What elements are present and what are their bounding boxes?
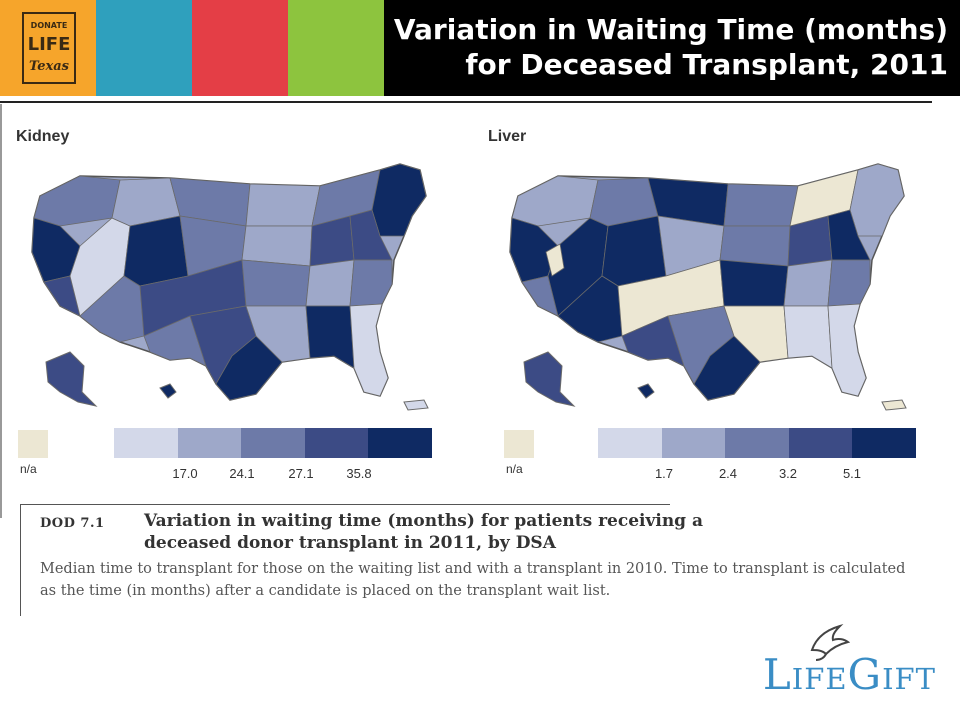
kidney-legend-tick: 17.0 xyxy=(172,466,198,481)
header-black-block xyxy=(384,0,960,96)
liver-hawaii-region xyxy=(637,383,655,399)
figure-left-border xyxy=(0,104,2,518)
liver-legend-tick: 1.7 xyxy=(654,466,674,481)
legend-swatch xyxy=(177,428,242,458)
legend-swatch xyxy=(788,428,853,458)
legend-swatch xyxy=(852,428,916,458)
caption-top-rule xyxy=(20,504,670,505)
legend-swatch xyxy=(725,428,789,458)
header-teal-block xyxy=(96,0,192,96)
kidney-dsa-region xyxy=(245,305,311,363)
liver-dsa-region xyxy=(849,163,905,237)
liver-legend-na-swatch xyxy=(504,430,534,458)
liver-dsa-region xyxy=(719,259,789,307)
legend-swatch xyxy=(661,428,726,458)
kidney-hawaii-region xyxy=(159,383,177,399)
liver-dsa-region xyxy=(827,209,871,261)
kidney-legend-tick: 24.1 xyxy=(229,466,255,481)
slide-title-line1: Variation in Waiting Time (months) xyxy=(393,13,948,46)
kidney-dsa-region xyxy=(305,305,355,369)
liver-legend-bar xyxy=(598,428,916,458)
kidney-dsa-region xyxy=(241,225,313,267)
kidney-legend-tick: 27.1 xyxy=(288,466,314,481)
svg-text:LIFE: LIFE xyxy=(28,34,71,55)
liver-legend-tick: 3.2 xyxy=(778,466,798,481)
kidney-puerto-rico-region xyxy=(403,399,429,411)
liver-choropleth-map xyxy=(509,163,907,411)
kidney-dsa-region xyxy=(33,175,121,227)
donate-life-logo-badge: DONATE LIFE Texas xyxy=(22,12,76,84)
kidney-dsa-region xyxy=(123,215,189,287)
liver-dsa-region xyxy=(783,305,833,369)
kidney-dsa-region xyxy=(241,259,311,307)
legend-swatch xyxy=(241,428,305,458)
kidney-legend-na-swatch xyxy=(18,430,48,458)
caption-body: Median time to transplant for those on t… xyxy=(40,561,906,599)
kidney-legend-tick: 35.8 xyxy=(346,466,372,481)
kidney-dsa-region xyxy=(349,209,393,261)
liver-legend-tick: 2.4 xyxy=(718,466,738,481)
slide-title: Variation in Waiting Time (months) for D… xyxy=(308,12,948,82)
liver-legend-tick: 5.1 xyxy=(842,466,862,481)
liver-dsa-region xyxy=(723,305,789,363)
legend-swatch xyxy=(368,428,432,458)
liver-legend-na-label: n/a xyxy=(506,462,523,476)
kidney-dsa-region xyxy=(349,303,389,397)
kidney-legend-bar xyxy=(114,428,432,458)
donate-life-texas-logo: DONATE LIFE Texas xyxy=(22,12,76,84)
liver-map-label: Liver xyxy=(488,128,527,145)
kidney-legend-na-label: n/a xyxy=(20,462,37,476)
caption-figure-id: DOD 7.1 xyxy=(40,516,105,531)
liver-dsa-region xyxy=(783,259,833,307)
liver-alaska-region xyxy=(523,351,576,407)
kidney-choropleth-map xyxy=(31,163,429,411)
caption-left-rule xyxy=(20,504,21,616)
kidney-map-label: Kidney xyxy=(16,128,70,145)
legend-swatch xyxy=(304,428,369,458)
liver-dsa-region xyxy=(719,225,791,267)
legend-swatch xyxy=(598,428,662,458)
liver-dsa-region xyxy=(545,243,565,277)
kidney-alaska-region xyxy=(45,351,98,407)
caption-title: Variation in waiting time (months) for p… xyxy=(144,511,703,553)
header-rule xyxy=(0,101,932,103)
liver-dsa-region xyxy=(511,175,599,227)
kidney-dsa-region xyxy=(371,163,427,237)
liver-dsa-region xyxy=(601,215,667,287)
kidney-map-group xyxy=(31,163,429,411)
lifegift-wordmark: LifeGift xyxy=(762,650,936,699)
lifegift-logo: LifeGift xyxy=(726,620,936,700)
legend-swatch xyxy=(114,428,178,458)
liver-dsa-region xyxy=(827,303,867,397)
slide-title-line2: for Deceased Transplant, 2011 xyxy=(465,48,948,81)
dove-icon xyxy=(810,623,850,661)
liver-puerto-rico-region xyxy=(881,399,907,411)
header-band: DONATE LIFE Texas Variation in Waiting T… xyxy=(0,0,960,96)
kidney-dsa-region xyxy=(245,183,321,227)
svg-text:DONATE: DONATE xyxy=(31,21,68,30)
kidney-dsa-region xyxy=(349,259,393,307)
figure-caption: DOD 7.1 Variation in waiting time (month… xyxy=(20,504,920,616)
header-green-block xyxy=(288,0,384,96)
kidney-dsa-region xyxy=(305,259,355,307)
liver-map-group xyxy=(509,163,907,411)
liver-dsa-region xyxy=(827,259,871,307)
header-red-block xyxy=(192,0,288,96)
liver-dsa-region xyxy=(723,183,799,227)
svg-text:Texas: Texas xyxy=(29,59,70,74)
